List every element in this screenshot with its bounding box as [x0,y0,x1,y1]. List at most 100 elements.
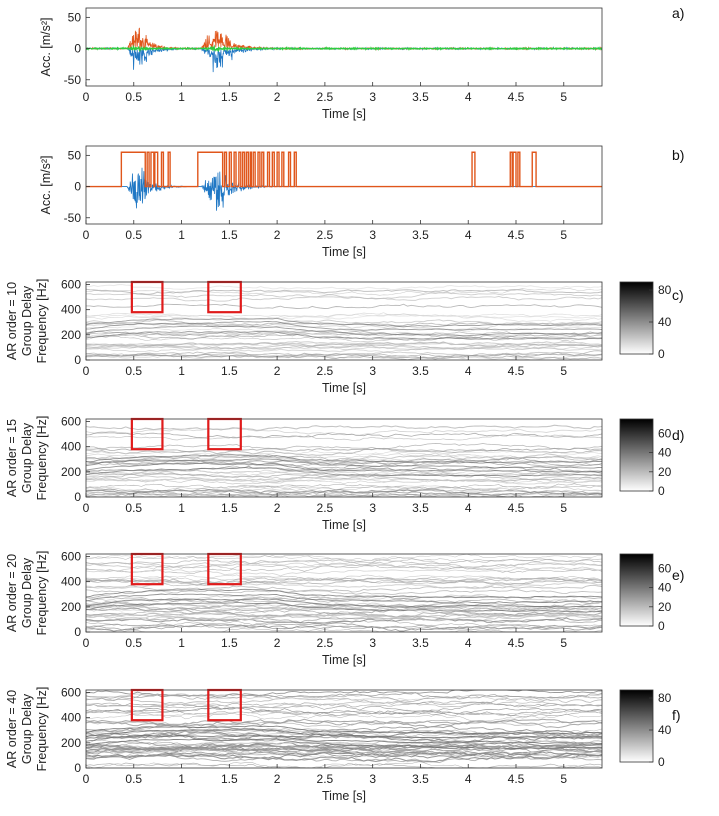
group-delay-ridge [86,598,602,606]
group-delay-ridge [86,434,602,441]
series-green-line [86,44,602,53]
group-delay-ridge [86,584,602,593]
group-delay-ridge [86,577,602,587]
x-tick-label: 3.5 [412,501,429,515]
y-tick-label: 400 [61,440,81,454]
x-tick-label: 0.5 [125,364,142,378]
group-delay-ridge [86,295,602,302]
x-tick-label: 1.5 [221,772,238,786]
heatmap-image [86,554,602,632]
group-delay-ridge [86,447,602,453]
group-delay-ridge [86,589,602,596]
x-tick-label: 4 [465,228,472,242]
colorbar-tick-label: 0 [658,347,665,361]
x-tick-label: 0.5 [125,90,142,104]
group-delay-ridge [86,554,602,561]
x-tick-label: 0 [83,772,90,786]
group-delay-ridge [86,693,602,702]
axes-frame [85,281,603,361]
group-delay-ridge [86,471,602,480]
x-axis-label: Time [s] [322,653,366,667]
group-delay-ridge [86,303,602,309]
group-delay-ridge [86,558,602,565]
group-delay-ridge [86,443,602,450]
y-axis-label: Acc. [m/s²] [39,17,53,76]
colorbar [619,281,654,355]
colorbar-tick-label: 0 [658,484,665,498]
x-tick-label: 4 [465,772,472,786]
group-delay-ridge-strong [86,729,602,739]
y-axis-label-line: AR order = 20 [5,554,19,632]
x-tick-label: 4.5 [508,636,525,650]
group-delay-ridge [86,697,602,705]
x-tick-label: 5 [560,228,567,242]
group-delay-ridge [86,283,602,291]
y-tick-label: 400 [61,303,81,317]
x-tick-label: 2 [274,90,281,104]
detection-signal-line [86,151,602,188]
y-tick-label: 0 [74,42,81,56]
group-delay-ridge [86,617,602,624]
colorbar-tick-label: 80 [658,691,672,705]
x-tick-label: 2 [274,228,281,242]
group-delay-ridge [86,432,602,439]
y-axis-label-line: Group Delay [20,285,34,356]
group-delay-ridge [86,624,602,631]
x-tick-label: 3.5 [412,90,429,104]
x-tick-label: 3 [369,501,376,515]
x-tick-label: 2.5 [317,228,334,242]
panel-tag-c: c) [672,287,684,303]
panel-tag-d: d) [672,427,684,443]
group-delay-ridge [86,477,602,485]
group-delay-ridge-strong [86,325,602,337]
group-delay-ridge-strong [86,593,602,604]
group-delay-ridge [86,454,602,465]
y-axis-label-line: Group Delay [20,693,34,764]
y-tick-label: 0 [74,625,81,639]
x-tick-label: 5 [560,90,567,104]
group-delay-ridge [86,477,602,485]
group-delay-ridge [86,483,602,490]
group-delay-ridge [86,622,602,632]
axes-frame [85,7,603,87]
colorbar [619,553,654,627]
x-axis-label: Time [s] [322,518,366,532]
x-tick-label: 1 [178,636,185,650]
group-delay-ridge [86,713,602,722]
group-delay-ridge [86,562,602,572]
x-tick-label: 5 [560,364,567,378]
group-delay-ridge [86,702,602,712]
y-tick-label: 400 [61,575,81,589]
colorbar-tick-label: 0 [658,619,665,633]
x-tick-label: 4 [465,501,472,515]
colorbar-tick-label: 60 [658,426,672,440]
x-axis-label: Time [s] [322,381,366,395]
group-delay-ridge [86,331,602,338]
x-tick-label: 1 [178,772,185,786]
y-tick-label: 200 [61,465,81,479]
group-delay-ridge [86,607,602,618]
group-delay-ridge [86,344,602,351]
group-delay-ridge-strong [86,734,602,745]
group-delay-ridge [86,469,602,477]
x-tick-label: 4 [465,636,472,650]
colorbar-tick-label: 60 [658,561,672,575]
x-tick-label: 3.5 [412,228,429,242]
group-delay-ridge [86,565,602,574]
x-tick-label: 4.5 [508,228,525,242]
group-delay-ridge [86,352,602,359]
group-delay-ridge [86,701,602,709]
colorbar-tick-label: 40 [658,446,672,460]
x-tick-label: 1.5 [221,364,238,378]
x-tick-label: 1 [178,501,185,515]
y-tick-label: 200 [61,328,81,342]
x-tick-label: 3 [369,90,376,104]
y-tick-label: 0 [74,180,81,194]
x-tick-label: 5 [560,636,567,650]
x-tick-label: 0 [83,364,90,378]
